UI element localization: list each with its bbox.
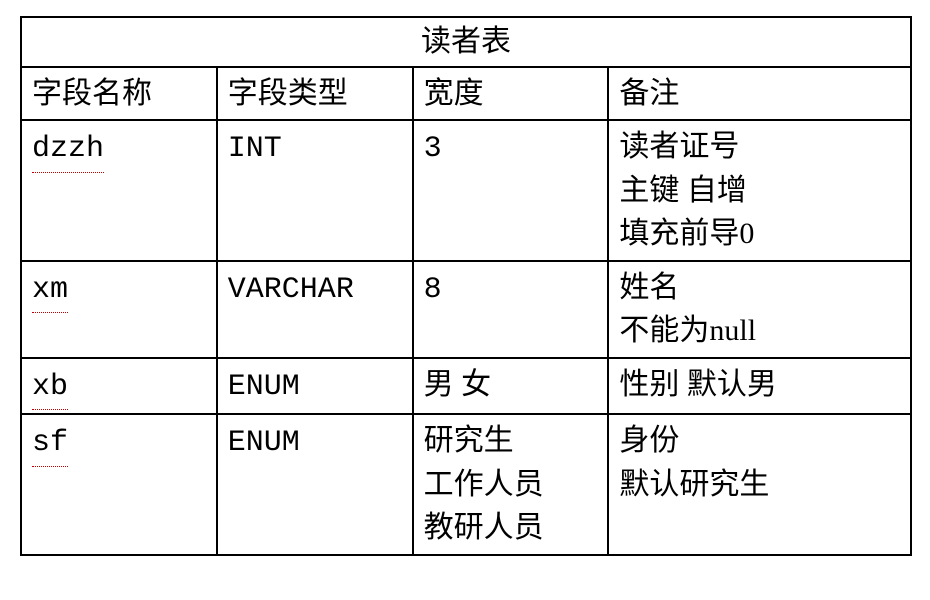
cell-field-type: INT bbox=[217, 120, 413, 261]
header-remark: 备注 bbox=[608, 67, 911, 121]
table-header-row: 字段名称 字段类型 宽度 备注 bbox=[21, 67, 911, 121]
header-field-name: 字段名称 bbox=[21, 67, 217, 121]
cell-width: 3 bbox=[413, 120, 609, 261]
cell-field-name: sf bbox=[21, 414, 217, 555]
header-field-type: 字段类型 bbox=[217, 67, 413, 121]
reader-table: 读者表 字段名称 字段类型 宽度 备注 dzzh INT 3 读者证号 主键 自… bbox=[20, 16, 912, 556]
cell-field-name: dzzh bbox=[21, 120, 217, 261]
cell-field-name: xb bbox=[21, 358, 217, 415]
cell-field-type: ENUM bbox=[217, 414, 413, 555]
table-row: xb ENUM 男 女 性别 默认男 bbox=[21, 358, 911, 415]
cell-field-name: xm bbox=[21, 261, 217, 358]
cell-remark: 性别 默认男 bbox=[608, 358, 911, 415]
cell-width: 男 女 bbox=[413, 358, 609, 415]
cell-remark: 读者证号 主键 自增 填充前导0 bbox=[608, 120, 911, 261]
table-title-row: 读者表 bbox=[21, 17, 911, 67]
cell-remark: 姓名 不能为null bbox=[608, 261, 911, 358]
cell-field-type: ENUM bbox=[217, 358, 413, 415]
table-row: xm VARCHAR 8 姓名 不能为null bbox=[21, 261, 911, 358]
cell-width: 研究生 工作人员 教研人员 bbox=[413, 414, 609, 555]
header-width: 宽度 bbox=[413, 67, 609, 121]
table-row: sf ENUM 研究生 工作人员 教研人员 身份 默认研究生 bbox=[21, 414, 911, 555]
table-row: dzzh INT 3 读者证号 主键 自增 填充前导0 bbox=[21, 120, 911, 261]
cell-width: 8 bbox=[413, 261, 609, 358]
cell-field-type: VARCHAR bbox=[217, 261, 413, 358]
cell-remark: 身份 默认研究生 bbox=[608, 414, 911, 555]
table-title: 读者表 bbox=[21, 17, 911, 67]
